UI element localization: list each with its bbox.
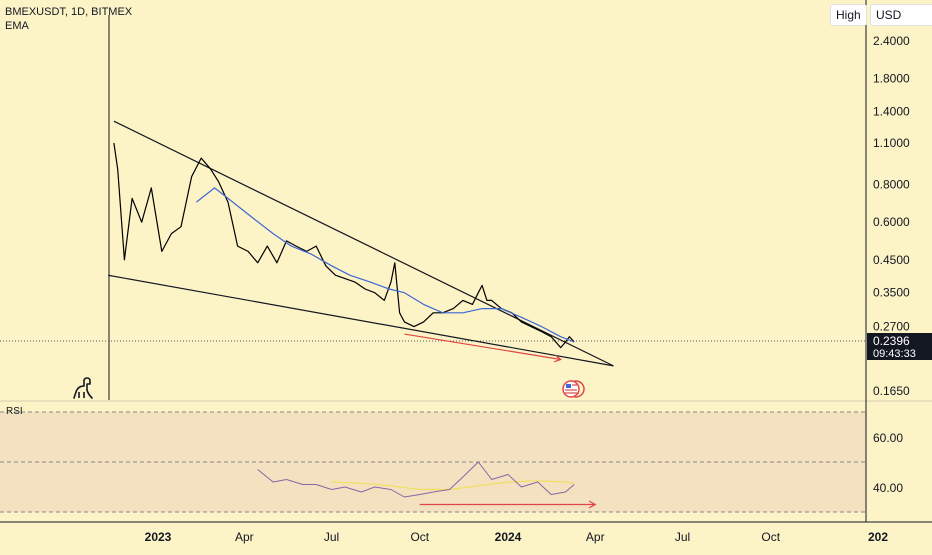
trendline-resistance[interactable] xyxy=(113,120,614,367)
price-axis-label: 0.3500 xyxy=(873,286,910,300)
price-axis-label: 1.4000 xyxy=(873,104,910,118)
trendlines xyxy=(108,120,614,367)
divergence-arrows xyxy=(404,333,597,509)
ema-series xyxy=(196,187,575,343)
divergence-arrow-price[interactable] xyxy=(404,333,561,361)
rsi-line xyxy=(257,461,575,498)
price-axis-label: 0.1650 xyxy=(873,384,910,398)
rsi-ma-line xyxy=(331,480,575,491)
divergence-arrowhead-rsi xyxy=(588,500,597,509)
currency-button[interactable]: USD xyxy=(870,4,932,26)
symbol-title[interactable]: BMEXUSDT, 1D, BITMEX xyxy=(5,6,133,18)
high-button[interactable]: High xyxy=(830,4,867,26)
time-axis-label: 2024 xyxy=(495,530,522,544)
price-axis-label: 2.4000 xyxy=(873,34,910,48)
time-axis-label: Jul xyxy=(324,530,339,544)
rsi-axis-label-60: 60.00 xyxy=(873,431,903,445)
rsi-pane-label[interactable]: RSI xyxy=(6,406,23,417)
price-axis-label: 1.1000 xyxy=(873,136,910,150)
us-economic-event-icon[interactable] xyxy=(562,380,585,398)
dino-logo-icon xyxy=(73,377,93,399)
current-price-tag: 0.2396 xyxy=(873,334,910,348)
price-axis-label: 0.8000 xyxy=(873,178,910,192)
time-axis-label: Apr xyxy=(586,530,605,544)
price-axis-label: 1.8000 xyxy=(873,72,910,86)
price-line xyxy=(113,142,575,349)
time-axis-label: Oct xyxy=(761,530,780,544)
price-series xyxy=(113,142,575,349)
time-axis-label: Apr xyxy=(235,530,254,544)
current-price-tag-bg xyxy=(867,333,932,360)
trendline-support[interactable] xyxy=(108,274,614,367)
price-axis-label: 0.2700 xyxy=(873,320,910,334)
ema-line xyxy=(196,187,575,343)
time-axis: 2023 Apr Jul Oct 2024 Apr Jul Oct 202 xyxy=(145,530,889,544)
countdown-tag: 09:43:33 xyxy=(873,348,916,360)
price-axis: 2.4000 1.8000 1.4000 1.1000 0.8000 0.6000 0.45… xyxy=(873,34,910,398)
rsi-series xyxy=(257,461,575,498)
price-axis-label: 0.4500 xyxy=(873,253,910,267)
time-axis-label: Jul xyxy=(675,530,690,544)
time-axis-label: 202 xyxy=(868,530,888,544)
indicator-ema-label[interactable]: EMA xyxy=(5,20,29,32)
time-axis-label: 2023 xyxy=(145,530,172,544)
rsi-axis-label-40: 40.00 xyxy=(873,481,903,495)
price-axis-label: 0.6000 xyxy=(873,215,910,229)
divergence-arrowhead-price xyxy=(553,354,562,363)
time-axis-label: Oct xyxy=(410,530,429,544)
chart-header: BMEXUSDT, 1D, BITMEX EMA xyxy=(5,5,132,33)
